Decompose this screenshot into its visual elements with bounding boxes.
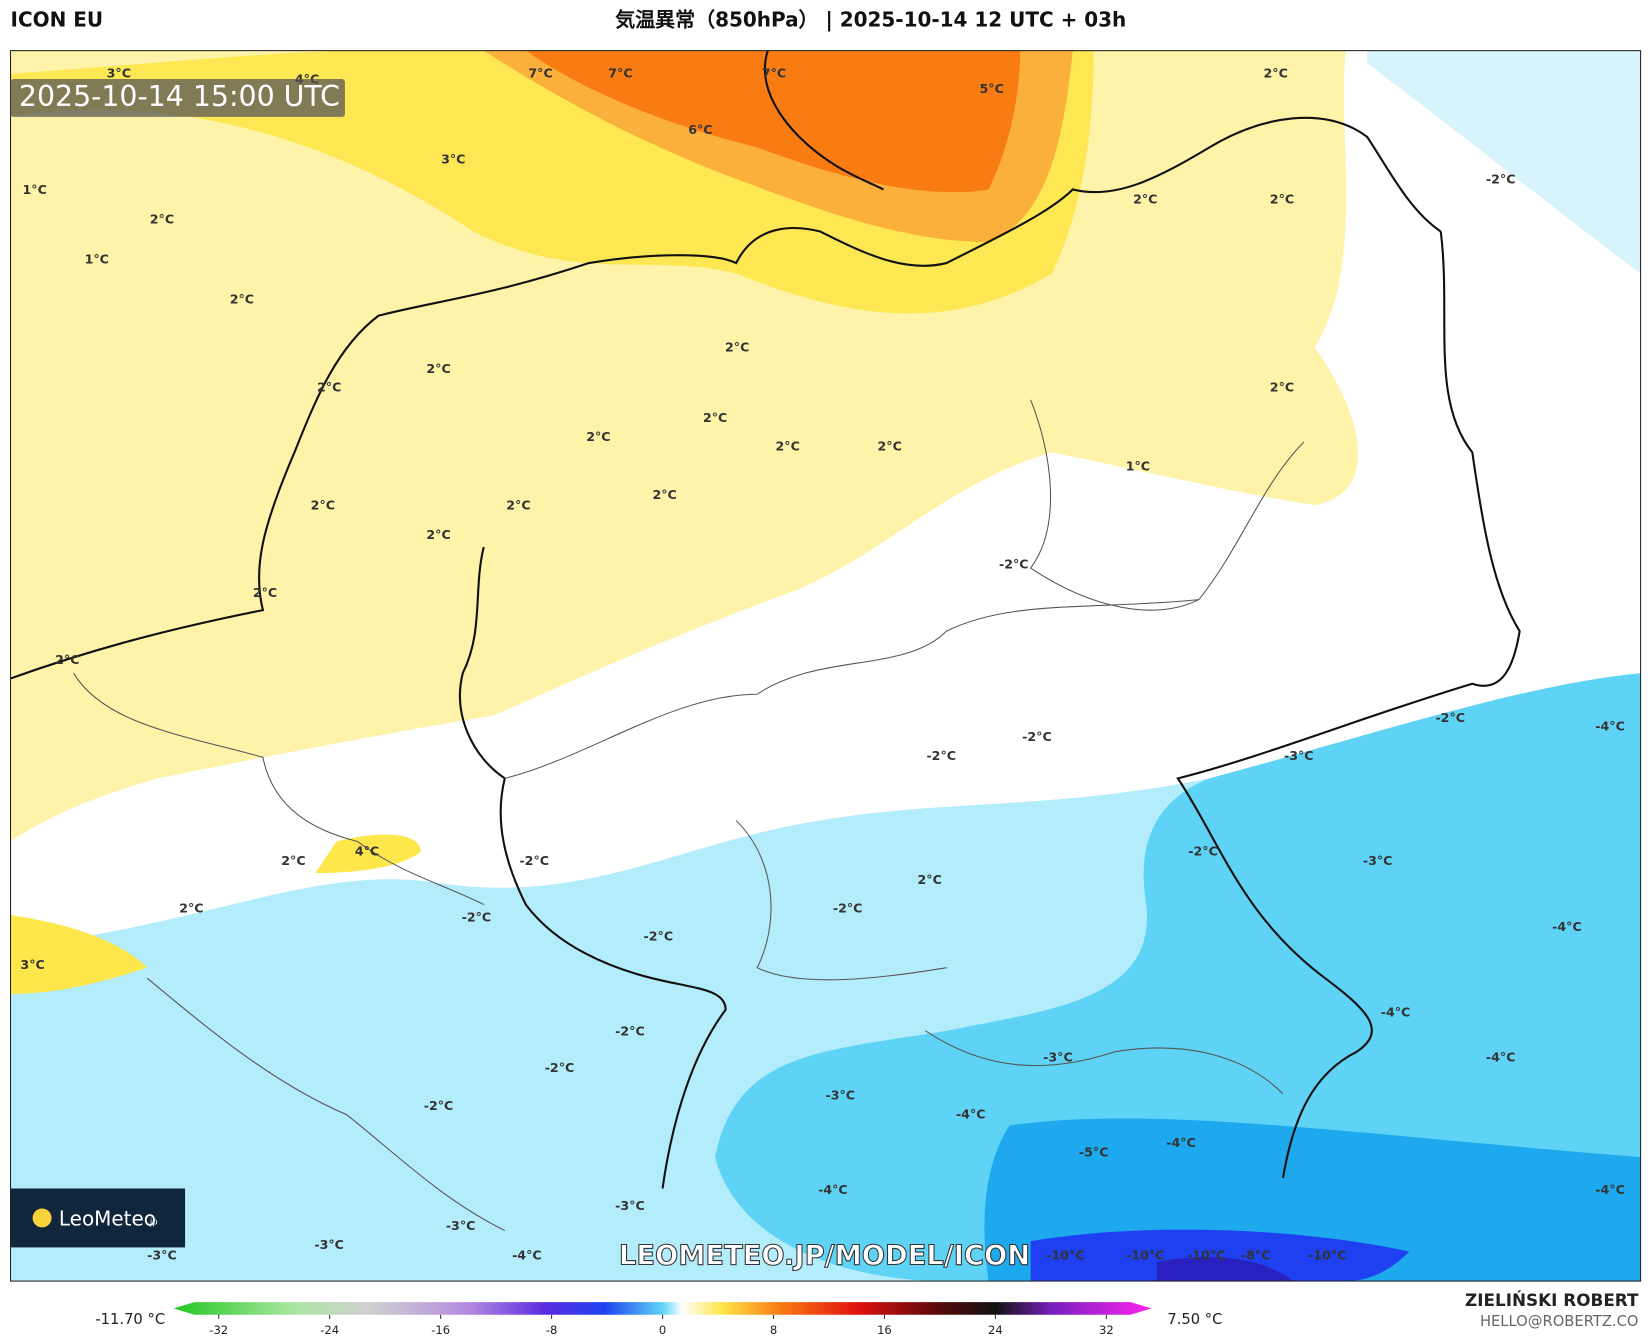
contour-label: -2°C [1435, 710, 1465, 725]
contour-label: 2°C [586, 429, 610, 444]
contour-label: -4°C [956, 1106, 986, 1121]
contour-label: -2°C [1188, 843, 1218, 858]
contour-label: 4°C [355, 843, 379, 858]
contour-label: 6°C [688, 122, 712, 137]
contour-label: -3°C [314, 1237, 344, 1252]
email: HELLO@ROBERTZ.CO [1480, 1313, 1639, 1330]
contour-label: -3°C [1284, 748, 1314, 763]
contour-labels: 3°C 4°C 7°C 7°C 7°C 5°C 2°C 6°C 3°C 1°C 2°C 1°C 2°C 2… [20, 65, 1624, 1262]
contour-label: 2°C [150, 211, 174, 226]
contour-label: -4°C [1486, 1050, 1516, 1065]
contour-label: 2°C [1263, 65, 1287, 80]
contour-label: -2°C [1486, 171, 1516, 186]
contour-label: -3°C [825, 1087, 855, 1102]
contour-label: 1°C [23, 182, 47, 197]
colorbar-tick-label: 0 [659, 1323, 666, 1337]
contour-label: 5°C [980, 81, 1004, 96]
contour-label: 2°C [179, 900, 203, 915]
contour-label: 2°C [426, 361, 450, 376]
contour-label: -2°C [644, 929, 674, 944]
contour-label: -4°C [1552, 919, 1582, 934]
contour-label: -3°C [1043, 1050, 1073, 1065]
contour-label: 2°C [776, 439, 800, 454]
contour-label: 3°C [107, 65, 131, 80]
contour-label: 1°C [1126, 459, 1150, 474]
contour-label: 2°C [426, 527, 450, 542]
colorbar-tick-label: -24 [320, 1323, 339, 1337]
contour-label: 2°C [652, 487, 676, 502]
contour-label: 2°C [317, 380, 341, 395]
contour-label: -5°C [1079, 1144, 1109, 1159]
colorbar-tick-label: 16 [877, 1323, 892, 1337]
contour-label: 2°C [917, 872, 941, 887]
contour-label: -4°C [512, 1247, 542, 1262]
contour-label: 1°C [85, 251, 109, 266]
contour-label: -2°C [1022, 729, 1052, 744]
map-title: 気温異常（850hPa） | 2025-10-14 12 UTC + 03h [615, 7, 1126, 31]
colorbar-tick-label: 8 [770, 1323, 777, 1337]
contour-label: 2°C [878, 439, 902, 454]
contour-label: 2°C [703, 410, 727, 425]
colorbar-tick-label: -8 [546, 1323, 558, 1337]
min-value: -11.70 °C [95, 1311, 165, 1328]
contour-label: -2°C [462, 910, 492, 925]
contour-label: -4°C [818, 1182, 848, 1197]
colorbar-tick-label: 24 [988, 1323, 1003, 1337]
colorbar-ticks: -32 -24 -16 -8 0 8 16 24 32 [209, 1314, 1114, 1337]
map-field: 3°C 4°C 7°C 7°C 7°C 5°C 2°C 6°C 3°C 1°C 2°C 1°C 2°C 2… [10, 50, 1641, 1282]
contour-label: 2°C [1133, 191, 1157, 206]
contour-label: 3°C [441, 151, 465, 166]
contour-label: 2°C [311, 497, 335, 512]
contour-label: -2°C [424, 1098, 454, 1113]
contour-label: -2°C [615, 1023, 645, 1038]
contour-label: 2°C [1270, 191, 1294, 206]
colorbar-tick-label: -32 [209, 1323, 228, 1337]
contour-label: -2°C [926, 748, 956, 763]
contour-label: -3°C [147, 1247, 177, 1262]
contour-label: -4°C [1595, 1182, 1625, 1197]
contour-label: -2°C [545, 1060, 575, 1075]
logo-sun [32, 1208, 52, 1228]
contour-label: 7°C [762, 65, 786, 80]
colorbar-tick-label: 32 [1099, 1323, 1114, 1337]
contour-label: 2°C [506, 497, 530, 512]
contour-label: -10°C [1308, 1247, 1346, 1262]
watermark: LEOMETEO.JP/MODEL/ICON [619, 1240, 1030, 1271]
contour-label: -3°C [615, 1198, 645, 1213]
contour-label: 2°C [55, 652, 79, 667]
author: ZIELIŃSKI ROBERT [1465, 1289, 1639, 1310]
contour-label: 2°C [1270, 380, 1294, 395]
contour-label: -3°C [446, 1218, 476, 1233]
contour-label: -4°C [1381, 1004, 1411, 1019]
contour-label: -2°C [833, 900, 863, 915]
contour-label: 2°C [230, 291, 254, 306]
colorbar-tick-label: -16 [431, 1323, 450, 1337]
contour-label: 2°C [725, 340, 749, 355]
contour-label: -3°C [1363, 853, 1393, 868]
contour-label: 2°C [253, 585, 277, 600]
contour-label: -2°C [999, 556, 1029, 571]
contour-label: -10°C [1187, 1247, 1225, 1262]
colorbar [173, 1302, 1152, 1315]
contour-label: 3°C [20, 957, 44, 972]
logo-name: LeoMeteo [59, 1207, 156, 1231]
timestamp-box [10, 79, 345, 117]
model-name: ICON EU [11, 7, 104, 31]
contour-label: -4°C [1595, 718, 1625, 733]
contour-label: -2°C [519, 853, 549, 868]
contour-label: -10°C [1126, 1247, 1164, 1262]
contour-label: 7°C [528, 65, 552, 80]
contour-label: -8°C [1241, 1247, 1271, 1262]
contour-label: -10°C [1046, 1247, 1084, 1262]
timestamp: 2025-10-14 15:00 UTC [19, 80, 340, 113]
contour-label: -4°C [1166, 1135, 1196, 1150]
max-value: 7.50 °C [1167, 1311, 1222, 1328]
contour-label: 7°C [608, 65, 632, 80]
contour-label: 2°C [281, 853, 305, 868]
logo-suffix: .jp [147, 1217, 157, 1227]
